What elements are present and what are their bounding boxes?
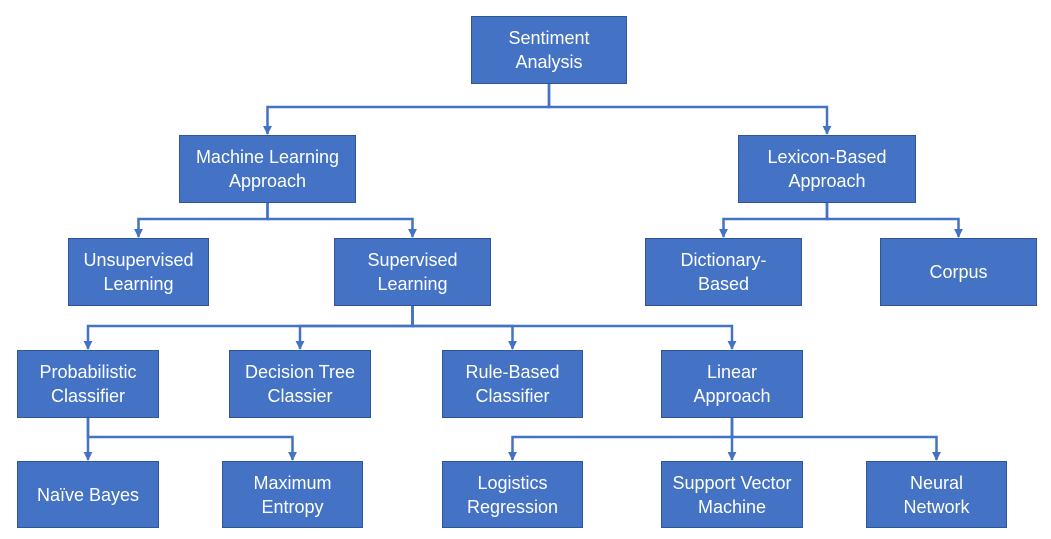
node-supervised-learning: Supervised Learning [334, 238, 491, 306]
connector-supervised-to-rule_based [411, 306, 517, 350]
node-neural-network: Neural Network [866, 461, 1007, 528]
connector-supervised-to-decision_tree [295, 306, 414, 350]
node-rule-based-classifier: Rule-Based Classifier [442, 350, 583, 418]
node-probabilistic-classifier: Probabilistic Classifier [17, 350, 159, 418]
connector-linear-to-logistics_regression [508, 418, 734, 461]
connector-machine_learning-to-supervised [266, 203, 417, 238]
connector-supervised-to-linear [411, 306, 737, 350]
connector-sentiment_analysis-to-machine_learning [263, 84, 551, 135]
connector-lexicon_based-to-corpus [825, 203, 963, 238]
connector-machine_learning-to-unsupervised [134, 203, 269, 238]
connector-supervised-to-probabilistic [83, 306, 414, 350]
node-lexicon-based-approach: Lexicon-Based Approach [738, 135, 916, 203]
node-logistics-regression: Logistics Regression [442, 461, 583, 528]
node-decision-tree-classifier: Decision Tree Classier [229, 350, 371, 418]
node-naive-bayes: Naïve Bayes [17, 461, 159, 528]
node-dictionary-based: Dictionary- Based [645, 238, 802, 306]
node-unsupervised-learning: Unsupervised Learning [68, 238, 209, 306]
node-linear-approach: Linear Approach [661, 350, 803, 418]
node-support-vector-machine: Support Vector Machine [661, 461, 803, 528]
node-maximum-entropy: Maximum Entropy [222, 461, 363, 528]
connector-lexicon_based-to-dictionary_based [719, 203, 829, 238]
connector-probabilistic-to-maximum_entropy [86, 418, 297, 461]
node-machine-learning-approach: Machine Learning Approach [179, 135, 356, 203]
connector-sentiment_analysis-to-lexicon_based [547, 84, 832, 135]
node-sentiment-analysis: Sentiment Analysis [471, 16, 627, 84]
node-corpus: Corpus [880, 238, 1037, 306]
connector-linear-to-neural_network [730, 418, 941, 461]
